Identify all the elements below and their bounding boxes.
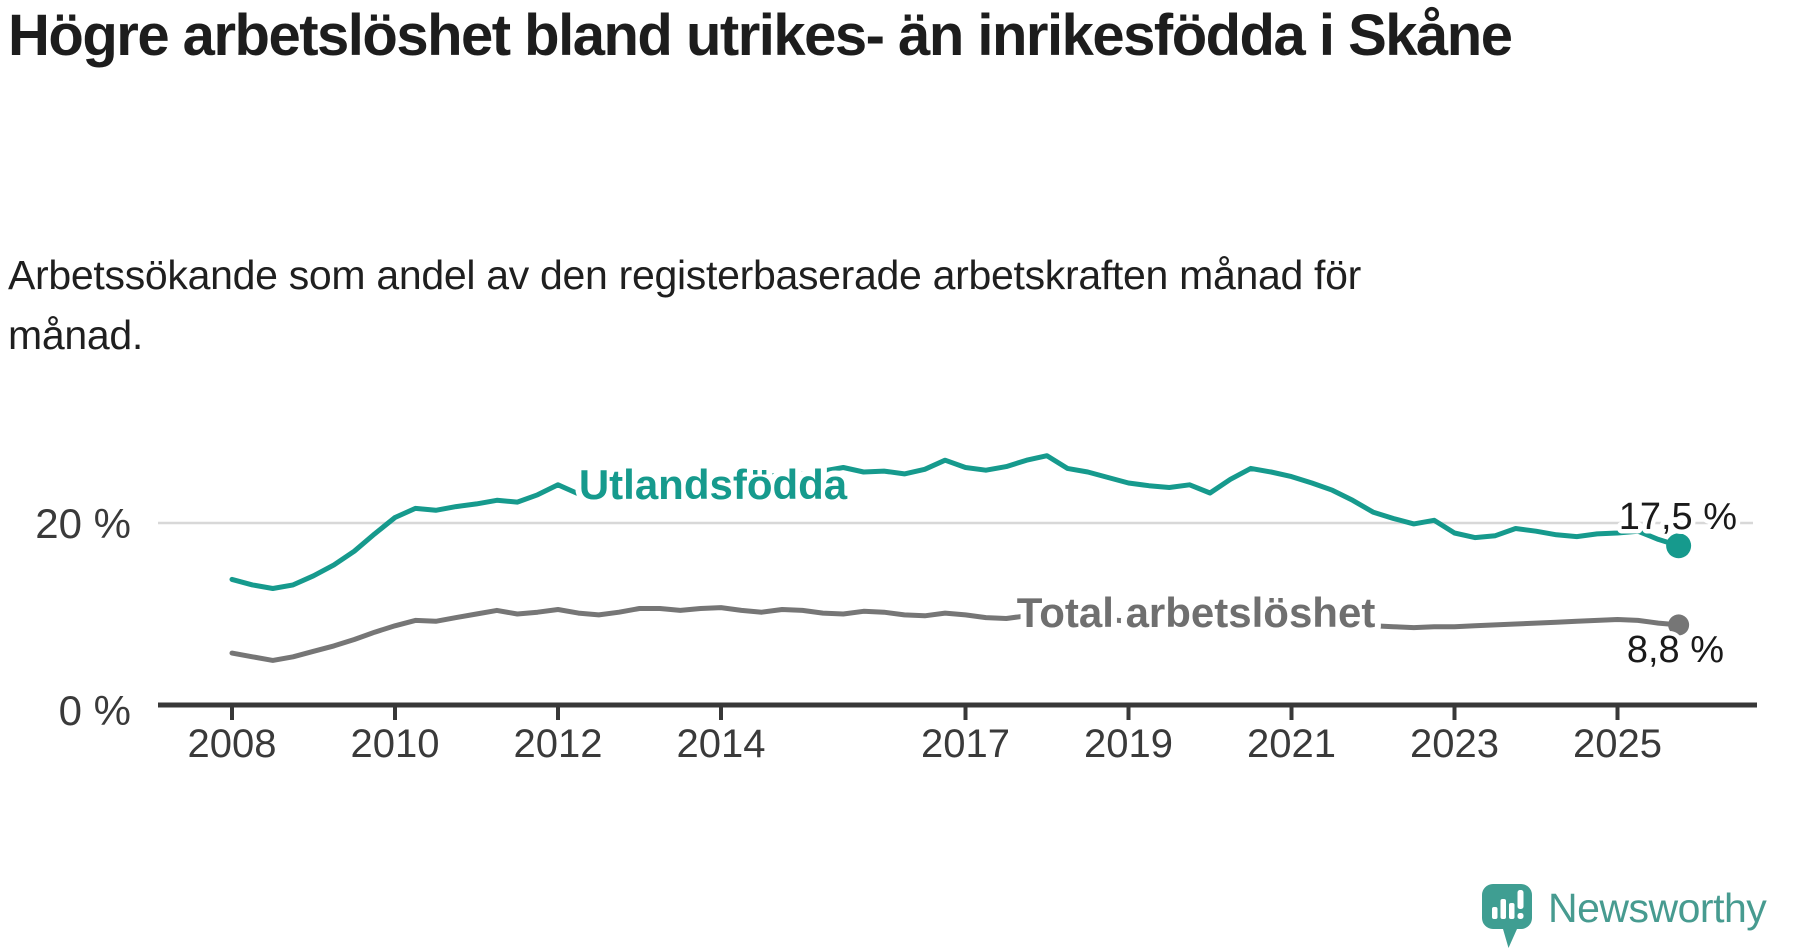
series-line-total [229,605,1682,663]
y-tick-label-0: 0 % [59,687,131,734]
x-tick-label-2012: 2012 [514,722,603,766]
series-label-utlandsfodda: Utlandsfödda [579,461,848,508]
end-value-label-utlandsfodda: 17,5 % [1619,496,1737,538]
end-dot-utlandsfodda [1666,533,1692,559]
y-tick-label-20: 20 % [35,500,131,547]
x-tick-label-2021: 2021 [1247,722,1336,766]
x-tick-label-2014: 2014 [677,722,766,766]
newsworthy-bar-chart-speech-bubble-icon [1482,884,1532,948]
x-tick-label-2010: 2010 [351,722,440,766]
newsworthy-logo[interactable]: Newsworthy [1482,884,1767,948]
end-dot-total [1668,614,1690,636]
x-tick-label-2017: 2017 [921,722,1010,766]
x-tick-label-2019: 2019 [1084,722,1173,766]
x-tick-label-2008: 2008 [188,722,277,766]
end-value-label-total: 8,8 % [1627,629,1724,671]
series-label-total: Total arbetslöshet [1017,589,1376,636]
page-subtitle: Arbetssökande som andel av den registerb… [8,252,1362,358]
x-tick-label-2025: 2025 [1573,722,1662,766]
x-tick-label-2023: 2023 [1410,722,1499,766]
series-line-utlandsfodda [229,453,1682,591]
page-title: Högre arbetslöshet bland utrikes- än inr… [8,3,1513,68]
newsworthy-logo-text: Newsworthy [1548,885,1767,931]
